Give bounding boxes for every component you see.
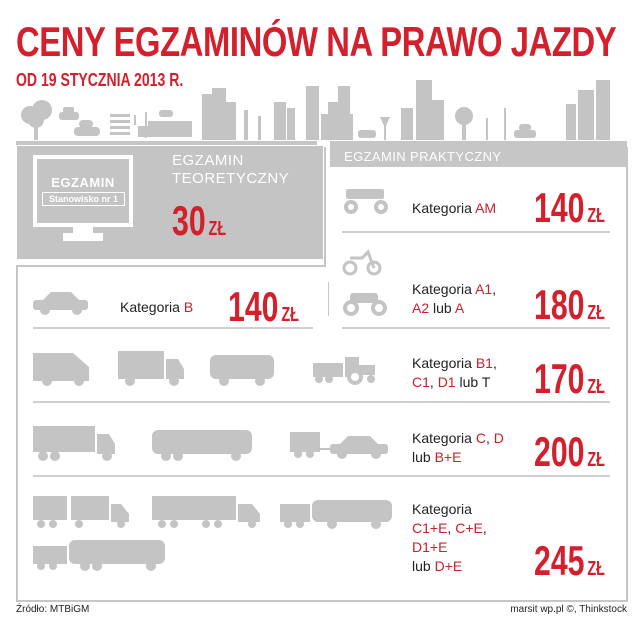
- computer-monitor-icon: [33, 155, 133, 241]
- small-truck-icon: [118, 351, 184, 386]
- category-c-label: Kategoria C, D lub B+E: [412, 430, 504, 465]
- category-ce-price: 245 ZŁ: [534, 537, 605, 584]
- row-divider: [33, 327, 313, 329]
- car-trailer-icon: [290, 432, 388, 459]
- car-icon: [33, 292, 88, 315]
- frame-line: [16, 265, 326, 267]
- city-skyline-illustration: [21, 80, 610, 140]
- frame-line: [626, 147, 628, 602]
- row-divider: [33, 475, 610, 477]
- theory-label-line1: EGZAMIN: [172, 152, 244, 169]
- category-b-price: 140 ZŁ: [228, 283, 299, 330]
- category-b1-label: Kategoria B1, C1, D1 lub T: [412, 355, 497, 390]
- category-c-price: 200 ZŁ: [534, 428, 605, 475]
- category-am-price: 140 ZŁ: [534, 184, 605, 231]
- frame-line: [324, 147, 326, 267]
- price-value: 30: [172, 197, 206, 244]
- semi-truck-icon: [152, 496, 260, 528]
- bus-trailer-icon: [280, 500, 392, 529]
- page-title: CENY EGZAMINÓW NA PRAWO JAZDY: [16, 18, 617, 65]
- tractor-trailer-icon: [313, 357, 375, 385]
- category-ce-label: Kategoria C1+E, C+E, D1+E lub D+E: [412, 501, 487, 574]
- moped-icon: [342, 249, 382, 276]
- frame-line: [16, 265, 18, 602]
- ground-strip-right: [330, 141, 627, 149]
- atv-icon: [344, 189, 388, 214]
- credit-note: marsit wp.pl ©, Thinkstock: [510, 604, 627, 615]
- bus-icon: [152, 430, 252, 461]
- monitor-station: Stanowisko nr 1: [42, 192, 125, 206]
- long-bus-trailer-icon: [33, 540, 165, 571]
- category-a-label: Kategoria A1, A2 lub A: [412, 281, 497, 316]
- practical-exam-header: EGZAMIN PRAKTYCZNY: [330, 147, 627, 167]
- theory-label-line2: TEORETYCZNY: [172, 170, 290, 187]
- category-a-price: 180 ZŁ: [534, 281, 605, 328]
- category-b1-price: 170 ZŁ: [534, 355, 605, 402]
- truck-trailer-icon: [33, 496, 129, 528]
- monitor-title: EGZAMIN: [51, 175, 115, 190]
- row-divider: [342, 327, 610, 329]
- theory-label: EGZAMIN TEORETYCZNY: [172, 152, 289, 188]
- row-divider: [33, 401, 610, 403]
- row-divider: [342, 231, 610, 233]
- van-icon: [33, 353, 89, 386]
- divider-vertical: [328, 282, 329, 316]
- source-note: Źródło: MTBiGM: [16, 604, 90, 615]
- theory-price: 30 ZŁ: [172, 197, 226, 245]
- minibus-icon: [210, 355, 274, 386]
- price-currency: ZŁ: [208, 218, 227, 240]
- page-subtitle: OD 19 STYCZNIA 2013 R.: [16, 70, 184, 90]
- frame-line: [16, 600, 628, 602]
- motorcycle-icon: [343, 293, 387, 316]
- category-am-label: Kategoria AM: [412, 200, 497, 216]
- truck-icon: [33, 426, 115, 461]
- category-b-label: Kategoria B: [120, 299, 194, 315]
